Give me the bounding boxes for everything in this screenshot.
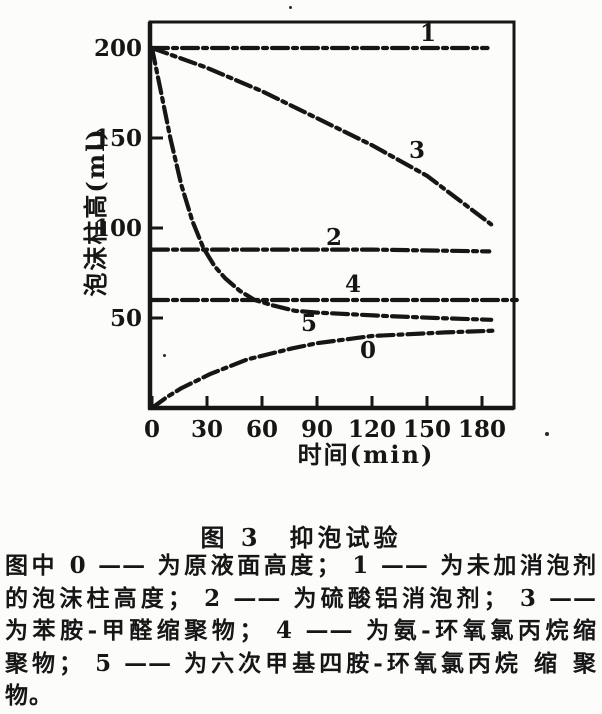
x-tick-label: 30: [191, 416, 223, 443]
y-axis-title: 泡沫柱高(ml): [81, 127, 110, 296]
curve-label-1: 1: [420, 20, 436, 47]
figure-title: 图 3 抑泡试验: [200, 523, 402, 552]
curve-0: [149, 328, 499, 411]
curve-label-2: 2: [326, 224, 342, 251]
x-axis-title: 时间(min): [298, 440, 435, 469]
figure-caption: 图中 0 —— 为原液面高度； 1 —— 为未加消泡剂 的泡沫柱高度； 2 ——…: [5, 550, 597, 713]
x-tick-label: 180: [458, 416, 506, 443]
y-tick-label: 50: [110, 305, 142, 332]
curve-5: [149, 45, 494, 322]
x-tick-label: 60: [246, 416, 278, 443]
scan-speck: [289, 6, 292, 9]
caption-line-2: 的泡沫柱高度； 2 —— 为硫酸铝消泡剂； 3 ——: [5, 584, 597, 612]
curve-label-3: 3: [409, 137, 425, 164]
y-tick-label: 200: [94, 35, 142, 62]
scan-speck: [163, 354, 166, 357]
curve-label-5: 5: [301, 310, 317, 337]
curve-label-0: 0: [360, 337, 376, 364]
x-tick-label: 90: [301, 416, 333, 443]
caption-line-5: 物。: [5, 682, 53, 709]
x-tick-label: 0: [144, 416, 160, 443]
caption-line-3: 为苯胺-甲醛缩聚物； 4 —— 为氨-环氧氯丙烷缩: [5, 617, 597, 644]
x-tick-label: 150: [403, 416, 451, 443]
foam-suppression-chart: 50 100 150 200 0 30 60 90 120 150 180 时间(min) 泡沫柱高(m…: [81, 20, 519, 469]
y-tick-label: 150: [94, 125, 142, 152]
curve-3: [149, 45, 494, 227]
scan-speck: [545, 432, 549, 436]
plot-border: [148, 20, 516, 410]
y-tick-label: 100: [94, 215, 142, 242]
caption-line-4: 聚物； 5 —— 为六次甲基四胺-环氧氯丙烷 缩 聚: [5, 649, 597, 677]
curve-2: [149, 247, 492, 254]
curve-label-4: 4: [345, 271, 361, 298]
caption-line-1: 图中 0 —— 为原液面高度； 1 —— 为未加消泡剂: [5, 552, 597, 579]
x-tick-label: 120: [348, 416, 396, 443]
